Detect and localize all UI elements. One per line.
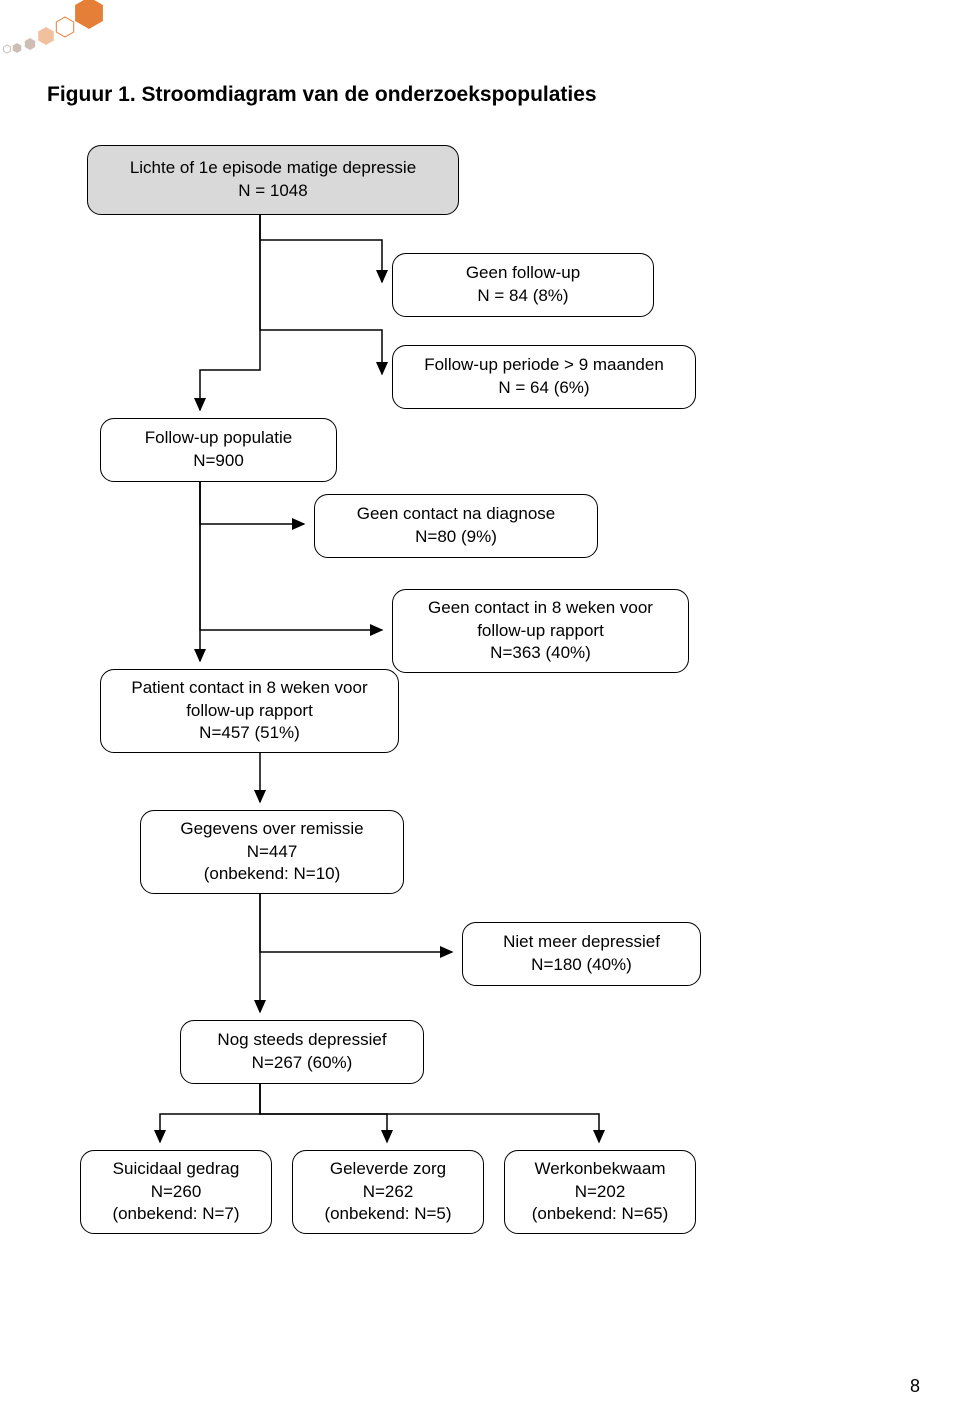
node-text: N=202 <box>575 1181 626 1204</box>
node-text: (onbekend: N=5) <box>324 1203 451 1226</box>
node-text: (onbekend: N=65) <box>532 1203 669 1226</box>
node-text: N=900 <box>193 450 244 473</box>
flow-node-n2: Geen follow-upN = 84 (8%) <box>392 253 654 317</box>
node-text: Geen contact na diagnose <box>357 503 555 526</box>
flow-node-n1: Lichte of 1e episode matige depressieN =… <box>87 145 459 215</box>
node-text: (onbekend: N=10) <box>204 863 341 886</box>
node-text: N = 1048 <box>238 180 307 203</box>
node-text: Geleverde zorg <box>330 1158 446 1181</box>
flow-node-n9: Niet meer depressiefN=180 (40%) <box>462 922 701 986</box>
node-text: N=457 (51%) <box>199 722 300 745</box>
node-text: Lichte of 1e episode matige depressie <box>130 157 416 180</box>
node-text: N=260 <box>151 1181 202 1204</box>
node-text: Nog steeds depressief <box>217 1029 386 1052</box>
node-text: N=262 <box>363 1181 414 1204</box>
flow-node-n8: Gegevens over remissieN=447(onbekend: N=… <box>140 810 404 894</box>
flow-node-n7: Patient contact in 8 weken voorfollow-up… <box>100 669 399 753</box>
flow-node-n12: Geleverde zorgN=262(onbekend: N=5) <box>292 1150 484 1234</box>
node-text: (onbekend: N=7) <box>112 1203 239 1226</box>
node-text: Suicidaal gedrag <box>113 1158 240 1181</box>
figure-title: Figuur 1. Stroomdiagram van de onderzoek… <box>47 83 597 107</box>
flow-node-n5: Geen contact na diagnoseN=80 (9%) <box>314 494 598 558</box>
node-text: N=267 (60%) <box>252 1052 353 1075</box>
node-text: Patient contact in 8 weken voor <box>131 677 367 700</box>
logo <box>0 0 130 65</box>
node-text: Follow-up periode > 9 maanden <box>424 354 664 377</box>
node-text: Gegevens over remissie <box>180 818 363 841</box>
node-text: Niet meer depressief <box>503 931 660 954</box>
node-text: Geen follow-up <box>466 262 580 285</box>
node-text: N = 84 (8%) <box>477 285 568 308</box>
node-text: N=180 (40%) <box>531 954 632 977</box>
node-text: N=80 (9%) <box>415 526 497 549</box>
node-text: follow-up rapport <box>477 620 604 643</box>
node-text: Follow-up populatie <box>145 427 292 450</box>
node-text: Werkonbekwaam <box>534 1158 665 1181</box>
flow-node-n4: Follow-up populatieN=900 <box>100 418 337 482</box>
node-text: Geen contact in 8 weken voor <box>428 597 653 620</box>
node-text: follow-up rapport <box>186 700 313 723</box>
node-text: N=363 (40%) <box>490 642 591 665</box>
flow-node-n13: WerkonbekwaamN=202(onbekend: N=65) <box>504 1150 696 1234</box>
flow-node-n11: Suicidaal gedragN=260(onbekend: N=7) <box>80 1150 272 1234</box>
node-text: N=447 <box>247 841 298 864</box>
flow-node-n3: Follow-up periode > 9 maandenN = 64 (6%) <box>392 345 696 409</box>
flow-node-n10: Nog steeds depressiefN=267 (60%) <box>180 1020 424 1084</box>
node-text: N = 64 (6%) <box>498 377 589 400</box>
page-number: 8 <box>910 1376 920 1397</box>
flow-node-n6: Geen contact in 8 weken voorfollow-up ra… <box>392 589 689 673</box>
